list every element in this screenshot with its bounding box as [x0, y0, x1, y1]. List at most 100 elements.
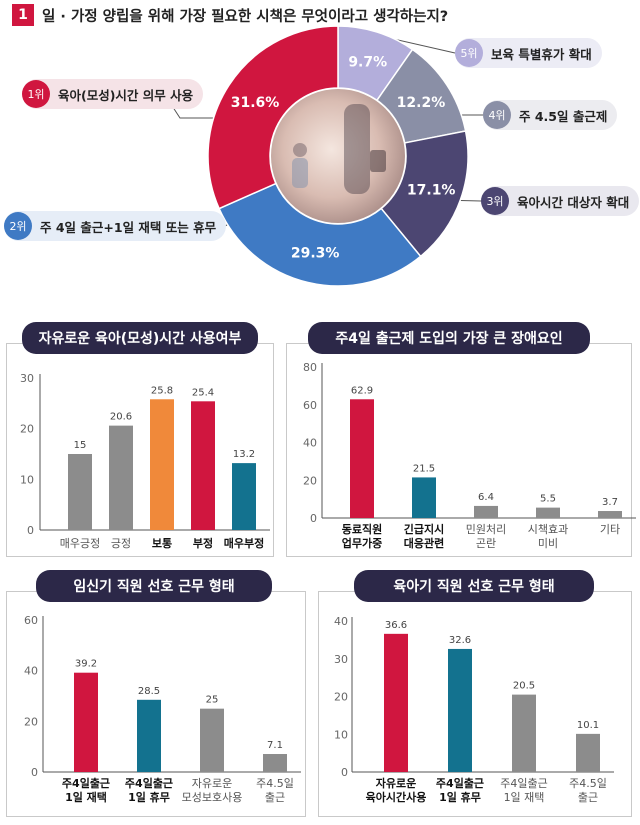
donut-chart: 9.7% 12.2% 17.1% 29.3% 31.6% — [164, 25, 483, 287]
bar-value-label: 62.9 — [351, 385, 373, 396]
y-tick-label: 20 — [303, 474, 317, 487]
bar — [109, 425, 133, 530]
donut-center-image — [271, 89, 405, 223]
rank-text: 육아(모성)시간 의무 사용 — [58, 87, 194, 103]
chart-panel-usage — [6, 343, 274, 557]
slice-percent-label: 31.6% — [231, 95, 280, 111]
category-label: 주4일출근 — [62, 776, 110, 790]
category-label: 시책효과 — [528, 523, 568, 536]
category-label: 긴급지시 — [404, 522, 444, 536]
bar-value-label: 10.1 — [577, 720, 599, 731]
category-label: 부정 — [193, 536, 213, 550]
chart-panel-childcare — [318, 591, 632, 817]
y-tick-label: 30 — [20, 372, 34, 385]
y-tick-label: 10 — [334, 728, 348, 741]
category-label: 주4일출근 — [436, 776, 484, 790]
donut-slice — [218, 182, 422, 287]
category-label: 동료직원 — [342, 522, 382, 536]
category-label: 업무가중 — [342, 536, 382, 550]
chart-title: 자유로운 육아(모성)시간 사용여부 — [22, 322, 258, 354]
y-tick-label: 40 — [303, 437, 317, 450]
rank-text: 보육 특별휴가 확대 — [491, 46, 592, 62]
bar-value-label: 5.5 — [540, 494, 556, 505]
bar-value-label: 36.6 — [385, 620, 407, 631]
bar — [68, 454, 92, 530]
bar — [137, 699, 161, 772]
rank-badge: 2위 — [4, 212, 32, 240]
bar-value-label: 21.5 — [413, 463, 435, 474]
category-label: 긍정 — [111, 537, 131, 550]
category-label: 출근 — [265, 791, 285, 804]
category-label: 자유로운 — [192, 777, 232, 790]
rank-text: 주 4.5일 출근제 — [519, 108, 608, 124]
bar — [232, 463, 256, 530]
category-label: 주4.5일 — [256, 776, 294, 790]
rank-label-2: 2위 주 4일 출근+1일 재택 또는 휴무 — [4, 211, 227, 241]
category-label: 매우부정 — [224, 536, 264, 550]
rank-badge: 3위 — [481, 187, 509, 215]
slice-percent-label: 17.1% — [407, 182, 456, 198]
bar — [384, 633, 408, 772]
category-label: 매우긍정 — [60, 537, 100, 550]
adult-figure — [344, 104, 370, 194]
y-tick-label: 20 — [20, 423, 34, 436]
category-label: 주4일출근 — [125, 776, 173, 790]
y-tick-label: 0 — [341, 766, 348, 779]
bar-value-label: 13.2 — [233, 449, 255, 460]
category-label: 1일 휴무 — [128, 790, 170, 804]
bar — [536, 507, 560, 518]
y-tick-label: 30 — [334, 653, 348, 666]
bar-value-label: 32.6 — [449, 635, 471, 646]
donut-slice — [207, 25, 339, 210]
category-label: 곤란 — [476, 537, 496, 550]
rank-badge: 4위 — [483, 101, 511, 129]
category-label: 1일 재택 — [504, 790, 545, 804]
category-label: 육아시간사용 — [366, 790, 427, 804]
bar — [448, 648, 472, 772]
slice-percent-label: 29.3% — [291, 245, 340, 261]
bar — [576, 733, 600, 772]
bar — [512, 694, 536, 772]
bar-value-label: 25 — [206, 695, 219, 706]
y-tick-label: 80 — [303, 361, 317, 374]
category-label: 대응관련 — [404, 536, 444, 550]
y-tick-label: 0 — [310, 512, 317, 525]
bar — [474, 505, 498, 518]
rank-badge: 1위 — [22, 80, 50, 108]
slice-percent-label: 9.7% — [348, 55, 387, 71]
bar-value-label: 25.8 — [151, 385, 173, 396]
rank-label-1: 1위 육아(모성)시간 의무 사용 — [22, 79, 204, 109]
y-tick-label: 10 — [20, 473, 34, 486]
y-tick-label: 40 — [24, 665, 38, 678]
question-text: 일 · 가정 양립을 위해 가장 필요한 시책은 무엇이라고 생각하는지? — [42, 9, 449, 25]
bar-value-label: 25.4 — [192, 387, 214, 398]
rank-label-3: 3위 육아시간 대상자 확대 — [481, 186, 640, 216]
bar — [598, 511, 622, 518]
rank-text: 육아시간 대상자 확대 — [517, 194, 630, 210]
bar-value-label: 28.5 — [138, 686, 160, 697]
bar — [150, 399, 174, 530]
rank-text: 주 4일 출근+1일 재택 또는 휴무 — [40, 219, 217, 235]
bar-value-label: 3.7 — [602, 497, 618, 508]
rank-label-5: 5위 보육 특별휴가 확대 — [455, 38, 602, 68]
category-label: 민원처리 — [466, 523, 506, 536]
chart-title: 임신기 직원 선호 근무 형태 — [36, 570, 272, 602]
y-tick-label: 60 — [303, 399, 317, 412]
category-label: 자유로운 — [376, 776, 416, 790]
question-number: 1 — [12, 4, 34, 26]
category-label: 미비 — [538, 537, 558, 550]
bar — [200, 708, 224, 772]
category-label: 1일 휴무 — [439, 790, 481, 804]
category-label: 1일 재택 — [65, 790, 107, 804]
bar-value-label: 6.4 — [478, 492, 494, 503]
bar-value-label: 20.6 — [110, 412, 132, 423]
bar — [191, 401, 215, 530]
y-tick-label: 60 — [24, 614, 38, 627]
bar — [350, 399, 374, 518]
category-label: 보통 — [152, 537, 172, 550]
y-tick-label: 0 — [31, 766, 38, 779]
category-label: 기타 — [600, 523, 620, 536]
